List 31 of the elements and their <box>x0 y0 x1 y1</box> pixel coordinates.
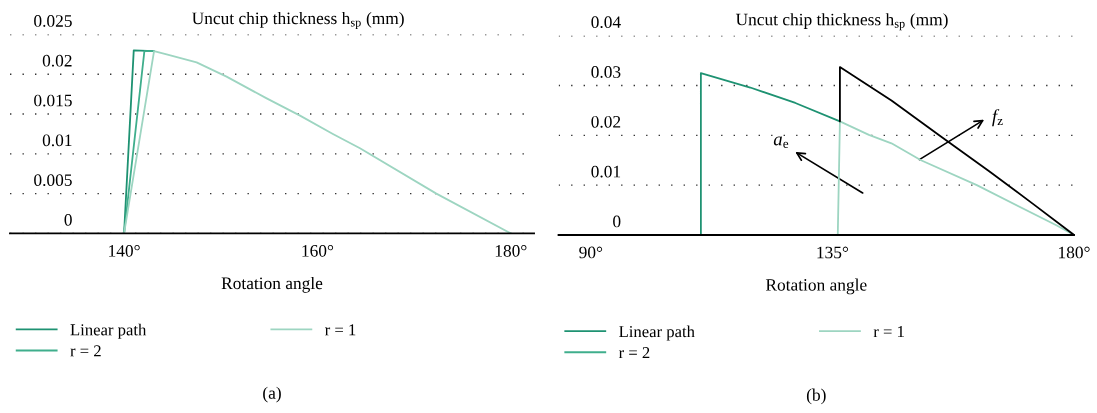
x-tick-label: 180° <box>495 245 527 257</box>
legend-label: r = 2 <box>70 345 101 357</box>
y-tick-label: 0.01 <box>42 134 72 147</box>
legend-label: Linear path <box>70 323 147 339</box>
y-tick-label: 0.02 <box>591 115 621 128</box>
text: (a) <box>263 386 281 403</box>
x-axis-title: Rotation angle <box>765 278 867 295</box>
annotation: a$_{e}$ <box>773 136 789 148</box>
y-tick-label: 0.015 <box>34 94 72 107</box>
y-tick-label: 0.005 <box>34 174 72 186</box>
x-tick-label: 180° <box>1059 246 1090 259</box>
y-tick-label: 0.025 <box>34 15 72 27</box>
y-tick-label: 0 <box>613 215 621 228</box>
legend-label: r = 2 <box>618 347 650 359</box>
y-axis-title: Uncut chip thickness h$_{sp}$ (mm) <box>192 11 404 30</box>
y-tick-label: 0.01 <box>591 165 621 178</box>
x-tick-label: 140° <box>109 245 140 257</box>
x-axis-title: Rotation angle <box>221 276 323 293</box>
legend-label: Linear path <box>619 325 695 341</box>
x-tick-label: 160° <box>302 245 334 257</box>
y-tick-label: 0.02 <box>42 54 72 67</box>
y-tick-label: 0 <box>64 213 72 226</box>
x-tick-label: 90° <box>579 246 603 259</box>
legend-label: r = 1 <box>873 326 904 338</box>
y-axis-title: Uncut chip thickness h$_{sp}$ (mm) <box>735 13 948 31</box>
text: (b) <box>806 388 826 405</box>
x-tick-label: 135° <box>817 246 849 259</box>
y-tick-label: 0.03 <box>591 66 621 78</box>
y-tick-label: 0.04 <box>591 16 621 29</box>
legend-label: r = 1 <box>325 324 356 336</box>
annotation: f$_{z}$ <box>992 109 1003 127</box>
